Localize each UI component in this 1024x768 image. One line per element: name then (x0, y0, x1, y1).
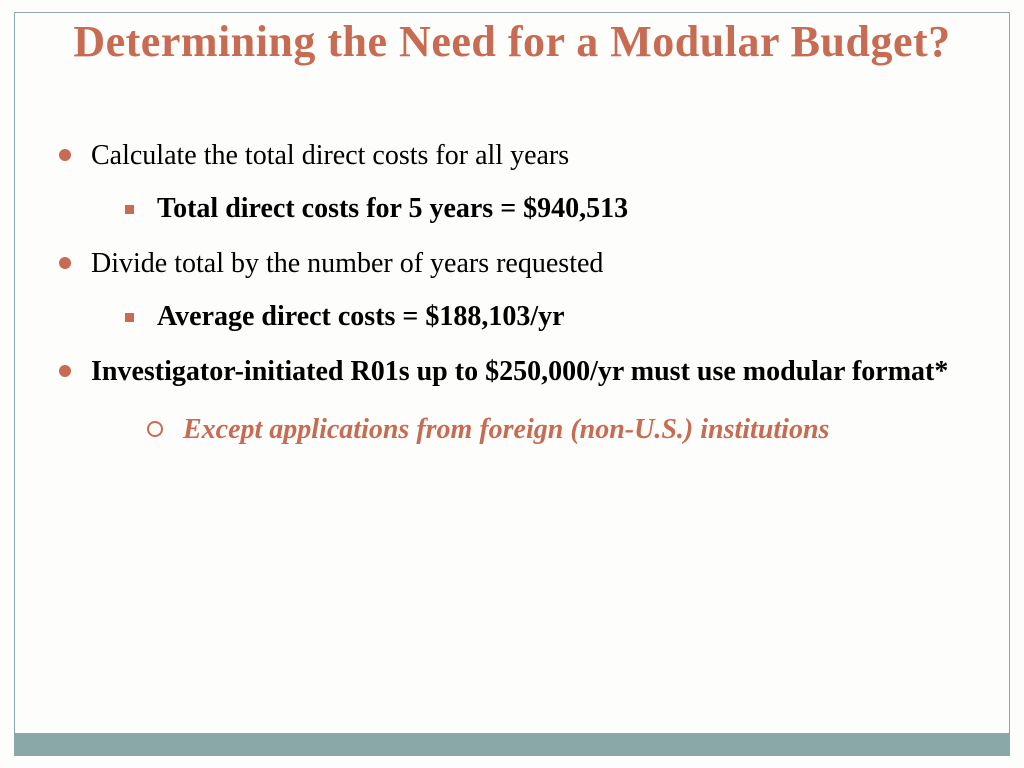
bottom-accent-bar (14, 734, 1010, 756)
bullet-item: Divide total by the number of years requ… (57, 246, 967, 334)
bullet-text: Calculate the total direct costs for all… (91, 140, 569, 171)
bullet-list: Calculate the total direct costs for all… (57, 138, 967, 449)
sub-bullet-item: Total direct costs for 5 years = $940,51… (121, 191, 967, 226)
sub-bullet-item: Except applications from foreign (non-U.… (143, 411, 967, 449)
slide: Determining the Need for a Modular Budge… (0, 0, 1024, 768)
bullet-item: Calculate the total direct costs for all… (57, 138, 967, 226)
sub-bullet-list: Except applications from foreign (non-U.… (91, 411, 967, 449)
sub-bullet-text: Total direct costs for 5 years = $940,51… (157, 193, 628, 224)
bullet-text: Investigator-initiated R01s up to $250,0… (91, 356, 948, 387)
sub-bullet-list: Total direct costs for 5 years = $940,51… (91, 191, 967, 226)
sub-bullet-list: Average direct costs = $188,103/yr (91, 299, 967, 334)
sub-bullet-item: Average direct costs = $188,103/yr (121, 299, 967, 334)
sub-bullet-text: Except applications from foreign (non-U.… (183, 414, 829, 445)
bullet-text: Divide total by the number of years requ… (91, 248, 603, 279)
bullet-item: Investigator-initiated R01s up to $250,0… (57, 354, 967, 449)
slide-frame: Determining the Need for a Modular Budge… (14, 12, 1010, 734)
slide-content: Calculate the total direct costs for all… (15, 68, 1009, 449)
sub-bullet-text: Average direct costs = $188,103/yr (157, 301, 565, 332)
slide-title: Determining the Need for a Modular Budge… (15, 13, 1009, 68)
